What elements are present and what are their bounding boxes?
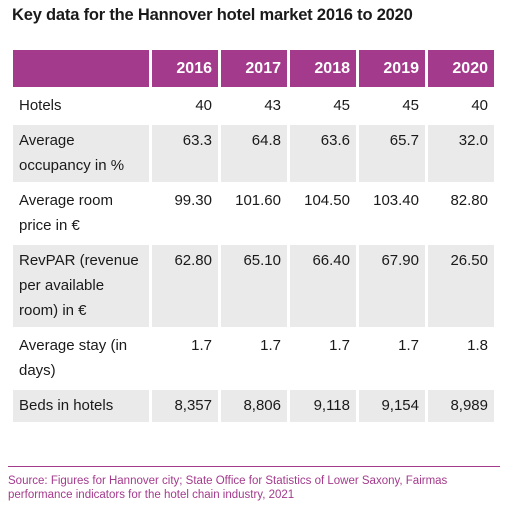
header-row: 2016 2017 2018 2019 2020: [13, 50, 494, 87]
table-cell: 1.7: [221, 330, 287, 387]
column-header: 2018: [290, 50, 356, 87]
table-row: Average room price in € 99.30 101.60 104…: [13, 185, 494, 242]
column-header: 2016: [152, 50, 218, 87]
row-label: Average room price in €: [13, 185, 149, 242]
table-cell: 99.30: [152, 185, 218, 242]
table-cell: 62.80: [152, 245, 218, 327]
row-label: Average occupancy in %: [13, 125, 149, 182]
table-cell: 64.8: [221, 125, 287, 182]
table-cell: 40: [428, 90, 494, 122]
table-cell: 1.7: [290, 330, 356, 387]
table-cell: 63.6: [290, 125, 356, 182]
table-cell: 32.0: [428, 125, 494, 182]
table-cell: 63.3: [152, 125, 218, 182]
table-cell: 8,357: [152, 390, 218, 422]
row-label: Beds in hotels: [13, 390, 149, 422]
row-label: Average stay (in days): [13, 330, 149, 387]
table-cell: 65.10: [221, 245, 287, 327]
table-cell: 45: [290, 90, 356, 122]
hotel-market-table: 2016 2017 2018 2019 2020 Hotels 40 43 45…: [10, 47, 497, 425]
table-title: Key data for the Hannover hotel market 2…: [12, 6, 413, 24]
row-label: RevPAR (revenue per available room) in €: [13, 245, 149, 327]
column-header: 2020: [428, 50, 494, 87]
table-cell: 45: [359, 90, 425, 122]
table-cell: 82.80: [428, 185, 494, 242]
table-cell: 9,154: [359, 390, 425, 422]
table-cell: 101.60: [221, 185, 287, 242]
table-row: Average occupancy in % 63.3 64.8 63.6 65…: [13, 125, 494, 182]
table-cell: 8,806: [221, 390, 287, 422]
table-cell: 1.7: [152, 330, 218, 387]
table-row: RevPAR (revenue per available room) in €…: [13, 245, 494, 327]
source-note: Source: Figures for Hannover city; State…: [8, 475, 448, 501]
header-corner-cell: [13, 50, 149, 87]
table-cell: 40: [152, 90, 218, 122]
table-cell: 8,989: [428, 390, 494, 422]
column-header: 2017: [221, 50, 287, 87]
table-cell: 103.40: [359, 185, 425, 242]
table-cell: 1.7: [359, 330, 425, 387]
table-cell: 65.7: [359, 125, 425, 182]
row-label: Hotels: [13, 90, 149, 122]
column-header: 2019: [359, 50, 425, 87]
table-cell: 26.50: [428, 245, 494, 327]
table-cell: 104.50: [290, 185, 356, 242]
table-cell: 9,118: [290, 390, 356, 422]
table-cell: 1.8: [428, 330, 494, 387]
source-divider: [8, 466, 500, 467]
table-row: Average stay (in days) 1.7 1.7 1.7 1.7 1…: [13, 330, 494, 387]
table-cell: 67.90: [359, 245, 425, 327]
table-row: Hotels 40 43 45 45 40: [13, 90, 494, 122]
table-cell: 66.40: [290, 245, 356, 327]
table-cell: 43: [221, 90, 287, 122]
table-row: Beds in hotels 8,357 8,806 9,118 9,154 8…: [13, 390, 494, 422]
